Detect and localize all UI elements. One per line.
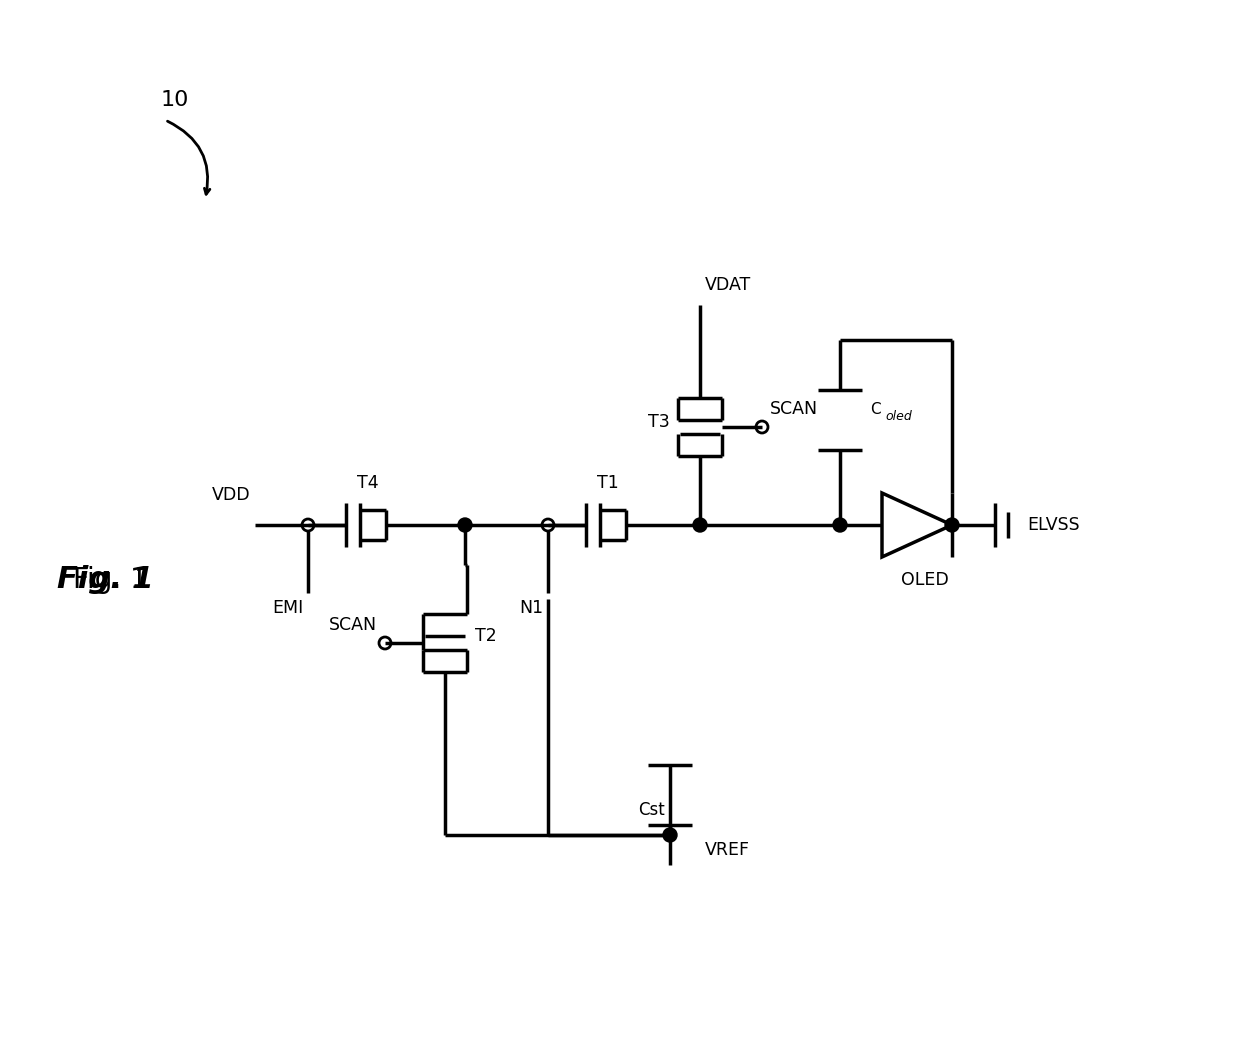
Text: Cst: Cst (639, 801, 665, 819)
Polygon shape (882, 493, 952, 557)
Text: Fig. 1: Fig. 1 (73, 566, 148, 594)
Circle shape (458, 518, 472, 532)
Circle shape (833, 518, 847, 532)
Text: T1: T1 (598, 474, 619, 492)
Text: VDAT: VDAT (706, 276, 751, 294)
Text: T2: T2 (475, 627, 497, 645)
Text: oled: oled (885, 410, 911, 422)
Text: VREF: VREF (706, 841, 750, 859)
Text: T3: T3 (649, 413, 670, 431)
Text: EMI: EMI (272, 599, 303, 617)
Circle shape (693, 518, 707, 532)
Circle shape (945, 518, 959, 532)
Circle shape (663, 828, 677, 842)
Text: SCAN: SCAN (770, 400, 818, 418)
Text: Fig. 1: Fig. 1 (57, 566, 154, 595)
Text: OLED: OLED (901, 571, 949, 589)
Text: T4: T4 (357, 474, 378, 492)
Text: SCAN: SCAN (329, 616, 377, 634)
Text: C: C (870, 403, 880, 417)
Text: N1: N1 (518, 599, 543, 617)
Text: ELVSS: ELVSS (1027, 516, 1080, 534)
Text: 10: 10 (161, 90, 190, 110)
Text: VDD: VDD (211, 486, 250, 504)
